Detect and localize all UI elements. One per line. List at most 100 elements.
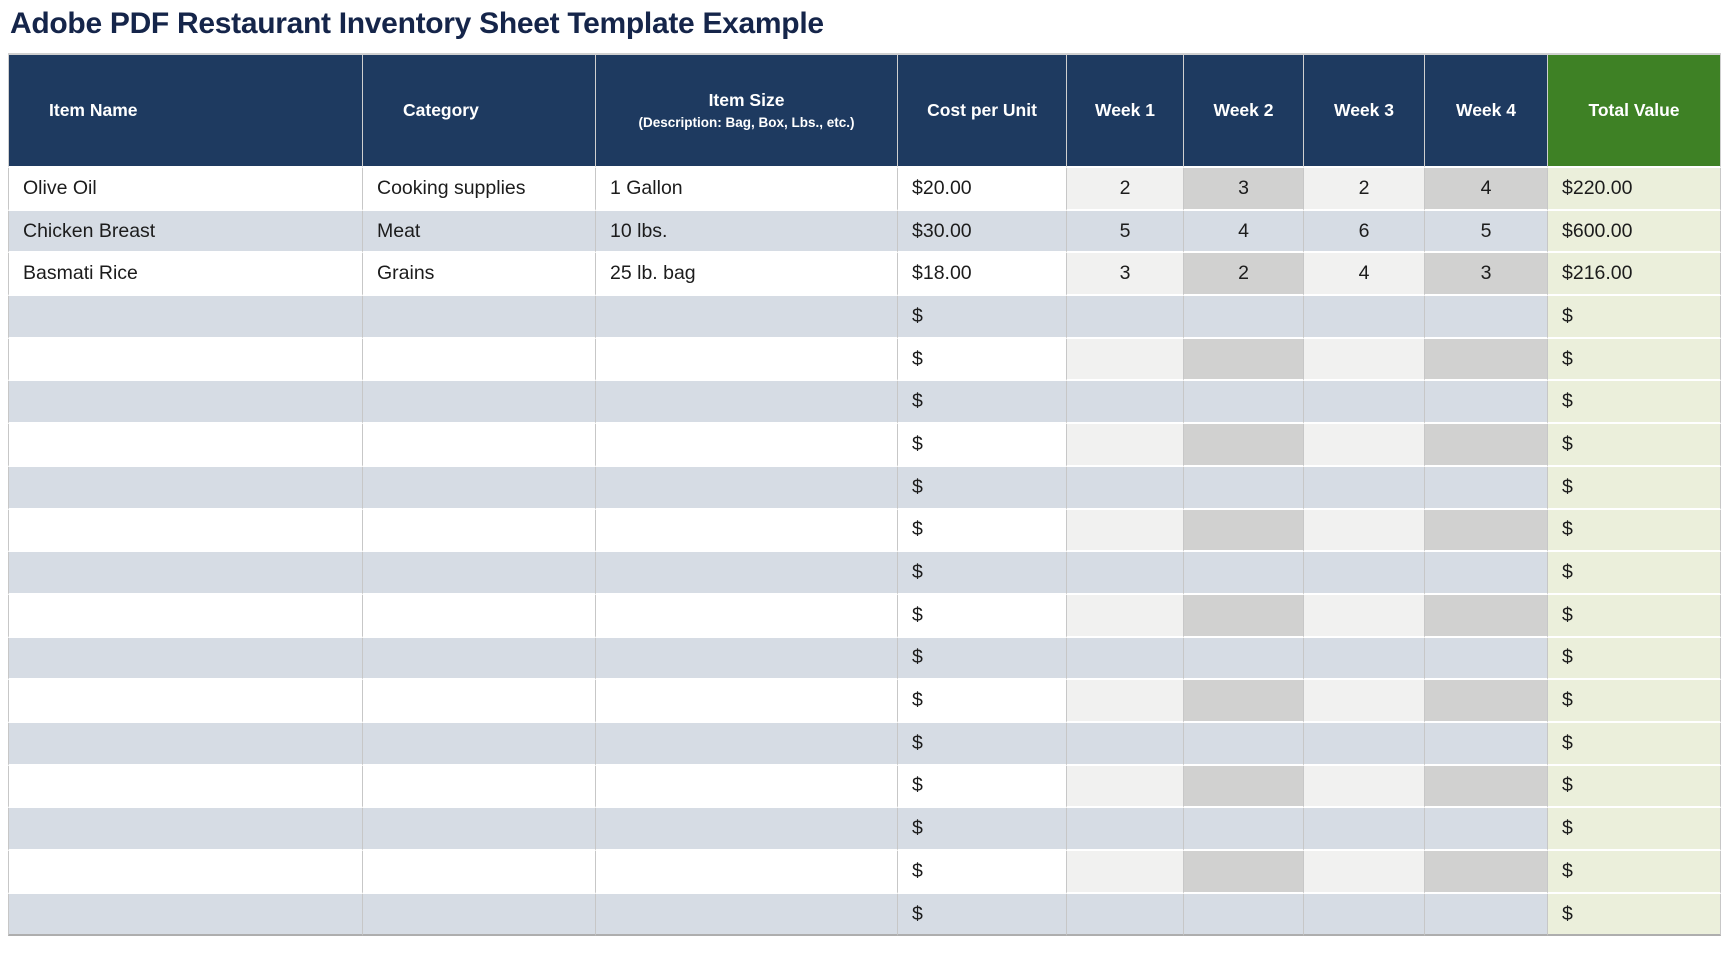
cell-week1[interactable]: 3 <box>1067 253 1184 297</box>
cell-week4[interactable] <box>1425 765 1548 809</box>
cell-item-size[interactable] <box>596 338 898 382</box>
cell-week1[interactable] <box>1067 381 1184 425</box>
cell-category[interactable] <box>363 808 596 851</box>
cell-item-size[interactable]: 25 lb. bag <box>596 253 898 297</box>
cell-total-value[interactable]: $ <box>1548 552 1721 595</box>
cell-cost-per-unit[interactable]: $ <box>898 338 1067 382</box>
cell-total-value[interactable]: $220.00 <box>1548 168 1721 211</box>
cell-total-value[interactable]: $ <box>1548 893 1721 937</box>
cell-week1[interactable] <box>1067 893 1184 937</box>
cell-item-name[interactable] <box>8 637 363 681</box>
cell-week4[interactable]: 5 <box>1425 210 1548 254</box>
cell-week2[interactable] <box>1184 381 1304 425</box>
cell-cost-per-unit[interactable]: $ <box>898 808 1067 851</box>
cell-item-size[interactable] <box>596 765 898 809</box>
cell-week2[interactable] <box>1184 808 1304 851</box>
cell-week3[interactable] <box>1304 381 1425 425</box>
cell-item-size[interactable] <box>596 893 898 937</box>
cell-week2[interactable] <box>1184 765 1304 809</box>
cell-item-size[interactable] <box>596 722 898 766</box>
cell-total-value[interactable]: $ <box>1548 637 1721 681</box>
cell-week3[interactable] <box>1304 680 1425 723</box>
cell-total-value[interactable]: $ <box>1548 808 1721 851</box>
cell-cost-per-unit[interactable]: $ <box>898 594 1067 638</box>
cell-total-value[interactable]: $ <box>1548 381 1721 425</box>
cell-week4[interactable] <box>1425 680 1548 723</box>
cell-cost-per-unit[interactable]: $20.00 <box>898 168 1067 211</box>
cell-cost-per-unit[interactable]: $ <box>898 893 1067 937</box>
cell-week3[interactable]: 6 <box>1304 210 1425 254</box>
cell-week3[interactable] <box>1304 424 1425 467</box>
cell-item-name[interactable]: Chicken Breast <box>8 210 363 254</box>
cell-item-size[interactable] <box>596 680 898 723</box>
cell-total-value[interactable]: $ <box>1548 424 1721 467</box>
cell-item-name[interactable] <box>8 466 363 510</box>
cell-week3[interactable] <box>1304 552 1425 595</box>
cell-week2[interactable] <box>1184 296 1304 339</box>
cell-cost-per-unit[interactable]: $ <box>898 296 1067 339</box>
cell-week1[interactable] <box>1067 637 1184 681</box>
cell-week3[interactable] <box>1304 851 1425 894</box>
cell-category[interactable] <box>363 594 596 638</box>
cell-total-value[interactable]: $ <box>1548 509 1721 553</box>
cell-item-name[interactable] <box>8 424 363 467</box>
cell-category[interactable] <box>363 552 596 595</box>
cell-item-name[interactable] <box>8 381 363 425</box>
cell-item-name[interactable] <box>8 680 363 723</box>
cell-item-name[interactable] <box>8 893 363 937</box>
cell-week4[interactable] <box>1425 851 1548 894</box>
cell-week2[interactable] <box>1184 680 1304 723</box>
cell-total-value[interactable]: $216.00 <box>1548 253 1721 297</box>
cell-week3[interactable] <box>1304 338 1425 382</box>
cell-week1[interactable] <box>1067 338 1184 382</box>
cell-item-size[interactable] <box>596 594 898 638</box>
cell-week2[interactable] <box>1184 466 1304 510</box>
cell-week3[interactable] <box>1304 765 1425 809</box>
cell-week2[interactable] <box>1184 552 1304 595</box>
cell-cost-per-unit[interactable]: $ <box>898 466 1067 510</box>
cell-total-value[interactable]: $ <box>1548 722 1721 766</box>
cell-item-size[interactable] <box>596 808 898 851</box>
cell-total-value[interactable]: $ <box>1548 338 1721 382</box>
cell-week2[interactable] <box>1184 594 1304 638</box>
cell-week2[interactable] <box>1184 424 1304 467</box>
cell-category[interactable]: Cooking supplies <box>363 168 596 211</box>
cell-cost-per-unit[interactable]: $ <box>898 765 1067 809</box>
cell-item-name[interactable] <box>8 338 363 382</box>
cell-week1[interactable] <box>1067 765 1184 809</box>
cell-week2[interactable]: 4 <box>1184 210 1304 254</box>
cell-week1[interactable] <box>1067 296 1184 339</box>
cell-category[interactable] <box>363 466 596 510</box>
cell-item-size[interactable]: 1 Gallon <box>596 168 898 211</box>
cell-week3[interactable]: 2 <box>1304 168 1425 211</box>
cell-week3[interactable] <box>1304 594 1425 638</box>
cell-item-size[interactable] <box>596 381 898 425</box>
cell-week3[interactable] <box>1304 893 1425 937</box>
cell-category[interactable] <box>363 424 596 467</box>
cell-week3[interactable] <box>1304 509 1425 553</box>
cell-week1[interactable] <box>1067 552 1184 595</box>
cell-item-size[interactable]: 10 lbs. <box>596 210 898 254</box>
cell-cost-per-unit[interactable]: $30.00 <box>898 210 1067 254</box>
cell-week4[interactable] <box>1425 509 1548 553</box>
cell-item-size[interactable] <box>596 851 898 894</box>
cell-item-name[interactable]: Basmati Rice <box>8 253 363 297</box>
cell-cost-per-unit[interactable]: $ <box>898 381 1067 425</box>
cell-total-value[interactable]: $ <box>1548 765 1721 809</box>
cell-week2[interactable] <box>1184 893 1304 937</box>
cell-week4[interactable]: 4 <box>1425 168 1548 211</box>
cell-item-name[interactable] <box>8 296 363 339</box>
cell-week4[interactable] <box>1425 424 1548 467</box>
cell-week2[interactable] <box>1184 851 1304 894</box>
cell-week3[interactable]: 4 <box>1304 253 1425 297</box>
cell-cost-per-unit[interactable]: $ <box>898 552 1067 595</box>
cell-category[interactable]: Grains <box>363 253 596 297</box>
cell-week4[interactable] <box>1425 381 1548 425</box>
cell-week3[interactable] <box>1304 637 1425 681</box>
cell-week4[interactable] <box>1425 637 1548 681</box>
cell-category[interactable] <box>363 722 596 766</box>
cell-category[interactable]: Meat <box>363 210 596 254</box>
cell-week4[interactable] <box>1425 808 1548 851</box>
cell-category[interactable] <box>363 680 596 723</box>
cell-category[interactable] <box>363 893 596 937</box>
